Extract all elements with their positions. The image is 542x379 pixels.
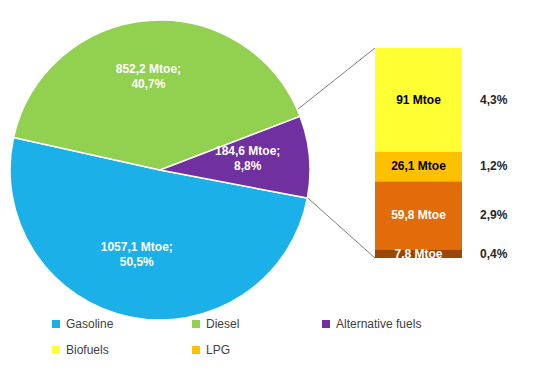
- html-text:Alternative fuels: Alternative fuels: [336, 317, 422, 331]
- svg-text:7,8 Mtoe: 7,8 Mtoe: [394, 247, 442, 261]
- svg-text:26,1 Mtoe: 26,1 Mtoe: [391, 159, 446, 173]
- svg-text:4,3%: 4,3%: [480, 93, 508, 107]
- svg-text:184,6 Mtoe;8,8%: 184,6 Mtoe;8,8%: [215, 144, 280, 173]
- svg-text:852,2 Mtoe;40,7%: 852,2 Mtoe;40,7%: [116, 62, 181, 91]
- svg-text:91 Mtoe: 91 Mtoe: [396, 93, 441, 107]
- html-text:LPG: LPG: [206, 343, 230, 357]
- svg-text:1057,1 Mtoe;50,5%: 1057,1 Mtoe;50,5%: [101, 240, 173, 269]
- html-text:Diesel: Diesel: [206, 317, 240, 331]
- html-text:Gasoline: Gasoline: [66, 317, 114, 331]
- svg-text:0,4%: 0,4%: [480, 247, 508, 261]
- svg-text:2,9%: 2,9%: [480, 208, 508, 222]
- html-text:Biofuels: Biofuels: [66, 343, 109, 357]
- svg-text:1,2%: 1,2%: [480, 159, 508, 173]
- svg-text:59,8 Mtoe: 59,8 Mtoe: [391, 208, 446, 222]
